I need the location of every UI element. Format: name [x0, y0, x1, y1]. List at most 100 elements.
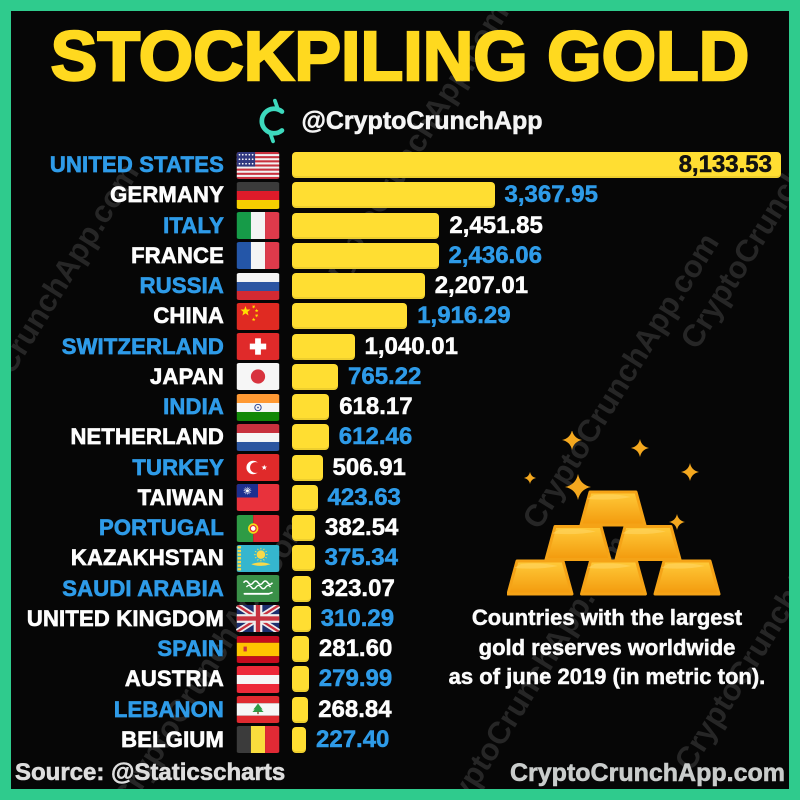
- sparkle-icon: [631, 439, 649, 457]
- country-label: SPAIN: [157, 636, 224, 662]
- bar-row: CHINA 1,916.29: [11, 301, 789, 331]
- sparkle-icon: [524, 472, 536, 484]
- country-label: ITALY: [163, 212, 224, 238]
- bar: [292, 424, 329, 451]
- country-label: BELGIUM: [121, 726, 224, 753]
- flag-icon-cn: [236, 302, 280, 330]
- bar: [292, 636, 309, 663]
- flag-icon-be: [236, 726, 280, 754]
- flag-icon-jp: [236, 363, 280, 391]
- bar-value: 618.17: [339, 393, 413, 421]
- country-label: GERMANY: [110, 182, 224, 208]
- bar-value: 506.91: [332, 453, 406, 481]
- bar-row: GERMANY 3,367.95: [11, 180, 789, 210]
- bar: [292, 273, 425, 300]
- gold-ingot: [653, 559, 721, 596]
- country-label: LEBANON: [113, 696, 224, 722]
- bar-track: 506.91: [292, 453, 789, 481]
- bar-track: 310.29: [292, 604, 789, 633]
- bar-value: 1,040.01: [364, 332, 458, 360]
- bar-track: 281.60: [292, 635, 789, 663]
- bar: [292, 696, 309, 723]
- bar-value: 227.40: [316, 725, 390, 754]
- flag-icon-fr: [236, 242, 280, 270]
- handle-text: @CryptoCrunchApp: [301, 106, 543, 135]
- caption-line: as of june 2019 (in metric ton).: [448, 664, 766, 689]
- flag-icon-de: [236, 181, 280, 209]
- bar: [292, 515, 315, 542]
- country-label: TAIWAN: [137, 484, 224, 511]
- country-label: UNITED STATES: [49, 152, 225, 178]
- brand-handle: @CryptoCrunchApp: [11, 97, 789, 145]
- bar-value: 612.46: [338, 423, 413, 451]
- bar-track: 2,451.85: [292, 211, 789, 239]
- bar-row: SWITZERLAND 1,040.01: [11, 332, 789, 362]
- bar-row: INDIA 618.17: [11, 392, 789, 422]
- bar: [292, 605, 311, 632]
- flag-icon-at: [236, 665, 280, 693]
- bar-value: 382.54: [325, 514, 399, 542]
- country-label: SAUDI ARABIA: [62, 575, 224, 601]
- bar-row: BELGIUM 227.40: [11, 725, 789, 755]
- bar-value: 765.22: [348, 362, 422, 391]
- bar: [292, 212, 440, 239]
- bar: [292, 726, 306, 753]
- sparkle-icon: [669, 514, 685, 530]
- bar-value: 423.63: [327, 483, 401, 512]
- bar-row: ITALY 2,451.85: [11, 211, 789, 241]
- chart-caption: Countries with the largest gold reserves…: [416, 603, 789, 692]
- sparkle-icon: [565, 474, 591, 500]
- country-label: RUSSIA: [139, 273, 224, 299]
- gold-bars-illustration: [507, 431, 721, 596]
- bar: [292, 303, 408, 330]
- country-label: CHINA: [153, 303, 224, 329]
- bar-value: 310.29: [320, 604, 395, 633]
- flag-icon-in: [236, 393, 280, 421]
- flag-icon-us: [236, 151, 280, 179]
- gold-ingot: [580, 559, 647, 596]
- bar: [292, 182, 495, 209]
- bar-track: 227.40: [292, 725, 789, 754]
- flag-icon-ch: [236, 333, 280, 361]
- bar-row: JAPAN 765.22: [11, 362, 789, 392]
- country-label: NETHERLAND: [70, 424, 224, 450]
- bar-row: NETHERLAND 612.46: [11, 422, 789, 452]
- bar-value: 2,436.06: [448, 241, 542, 270]
- flag-icon-gb: [236, 605, 280, 633]
- country-label: TURKEY: [132, 454, 224, 480]
- flag-icon-tr: [236, 454, 280, 482]
- sparkle-icon: [681, 463, 699, 481]
- bar-chart: UNITED STATES 8,133.53 GERMANY 3,367.95 ITAL…: [11, 150, 789, 755]
- bar-row: FRANCE 2,436.06: [11, 241, 789, 271]
- gold-ingot: [507, 559, 574, 596]
- bar-track: 375.34: [292, 544, 789, 572]
- bar: [292, 545, 315, 572]
- page-title: STOCKPILING GOLD: [49, 16, 750, 96]
- bar-row: KAZAKHSTAN 375.34: [11, 543, 789, 573]
- bar-track: 612.46: [292, 423, 789, 451]
- bar: [292, 575, 312, 602]
- country-label: KAZAKHSTAN: [70, 545, 225, 571]
- bar-track: 765.22: [292, 362, 789, 391]
- bar-value: 279.99: [318, 665, 393, 693]
- bar-track: 3,367.95: [292, 181, 789, 209]
- bar: [292, 333, 355, 360]
- caption-line: Countries with the largest: [471, 605, 743, 630]
- bar-row: UNITED KINGDOM 310.29: [11, 604, 789, 634]
- bar-track: 268.84: [292, 695, 789, 723]
- bar-row: UNITED STATES 8,133.53: [11, 150, 789, 180]
- flag-icon-es: [236, 635, 280, 663]
- footer-source: Source: @Staticscharts: [15, 759, 286, 787]
- bar-value: 268.84: [318, 695, 392, 723]
- flag-icon-ru: [236, 272, 280, 300]
- bar-track: 618.17: [292, 393, 789, 421]
- footer-site: CryptoCrunchApp.com: [510, 758, 786, 787]
- country-label: SWITZERLAND: [61, 333, 224, 359]
- country-label: AUSTRIA: [124, 666, 224, 692]
- country-label: FRANCE: [131, 242, 224, 269]
- bar-track: 2,436.06: [292, 241, 789, 270]
- bar: [292, 484, 318, 511]
- caption-line: gold reserves worldwide: [478, 634, 736, 660]
- bar: [292, 454, 323, 481]
